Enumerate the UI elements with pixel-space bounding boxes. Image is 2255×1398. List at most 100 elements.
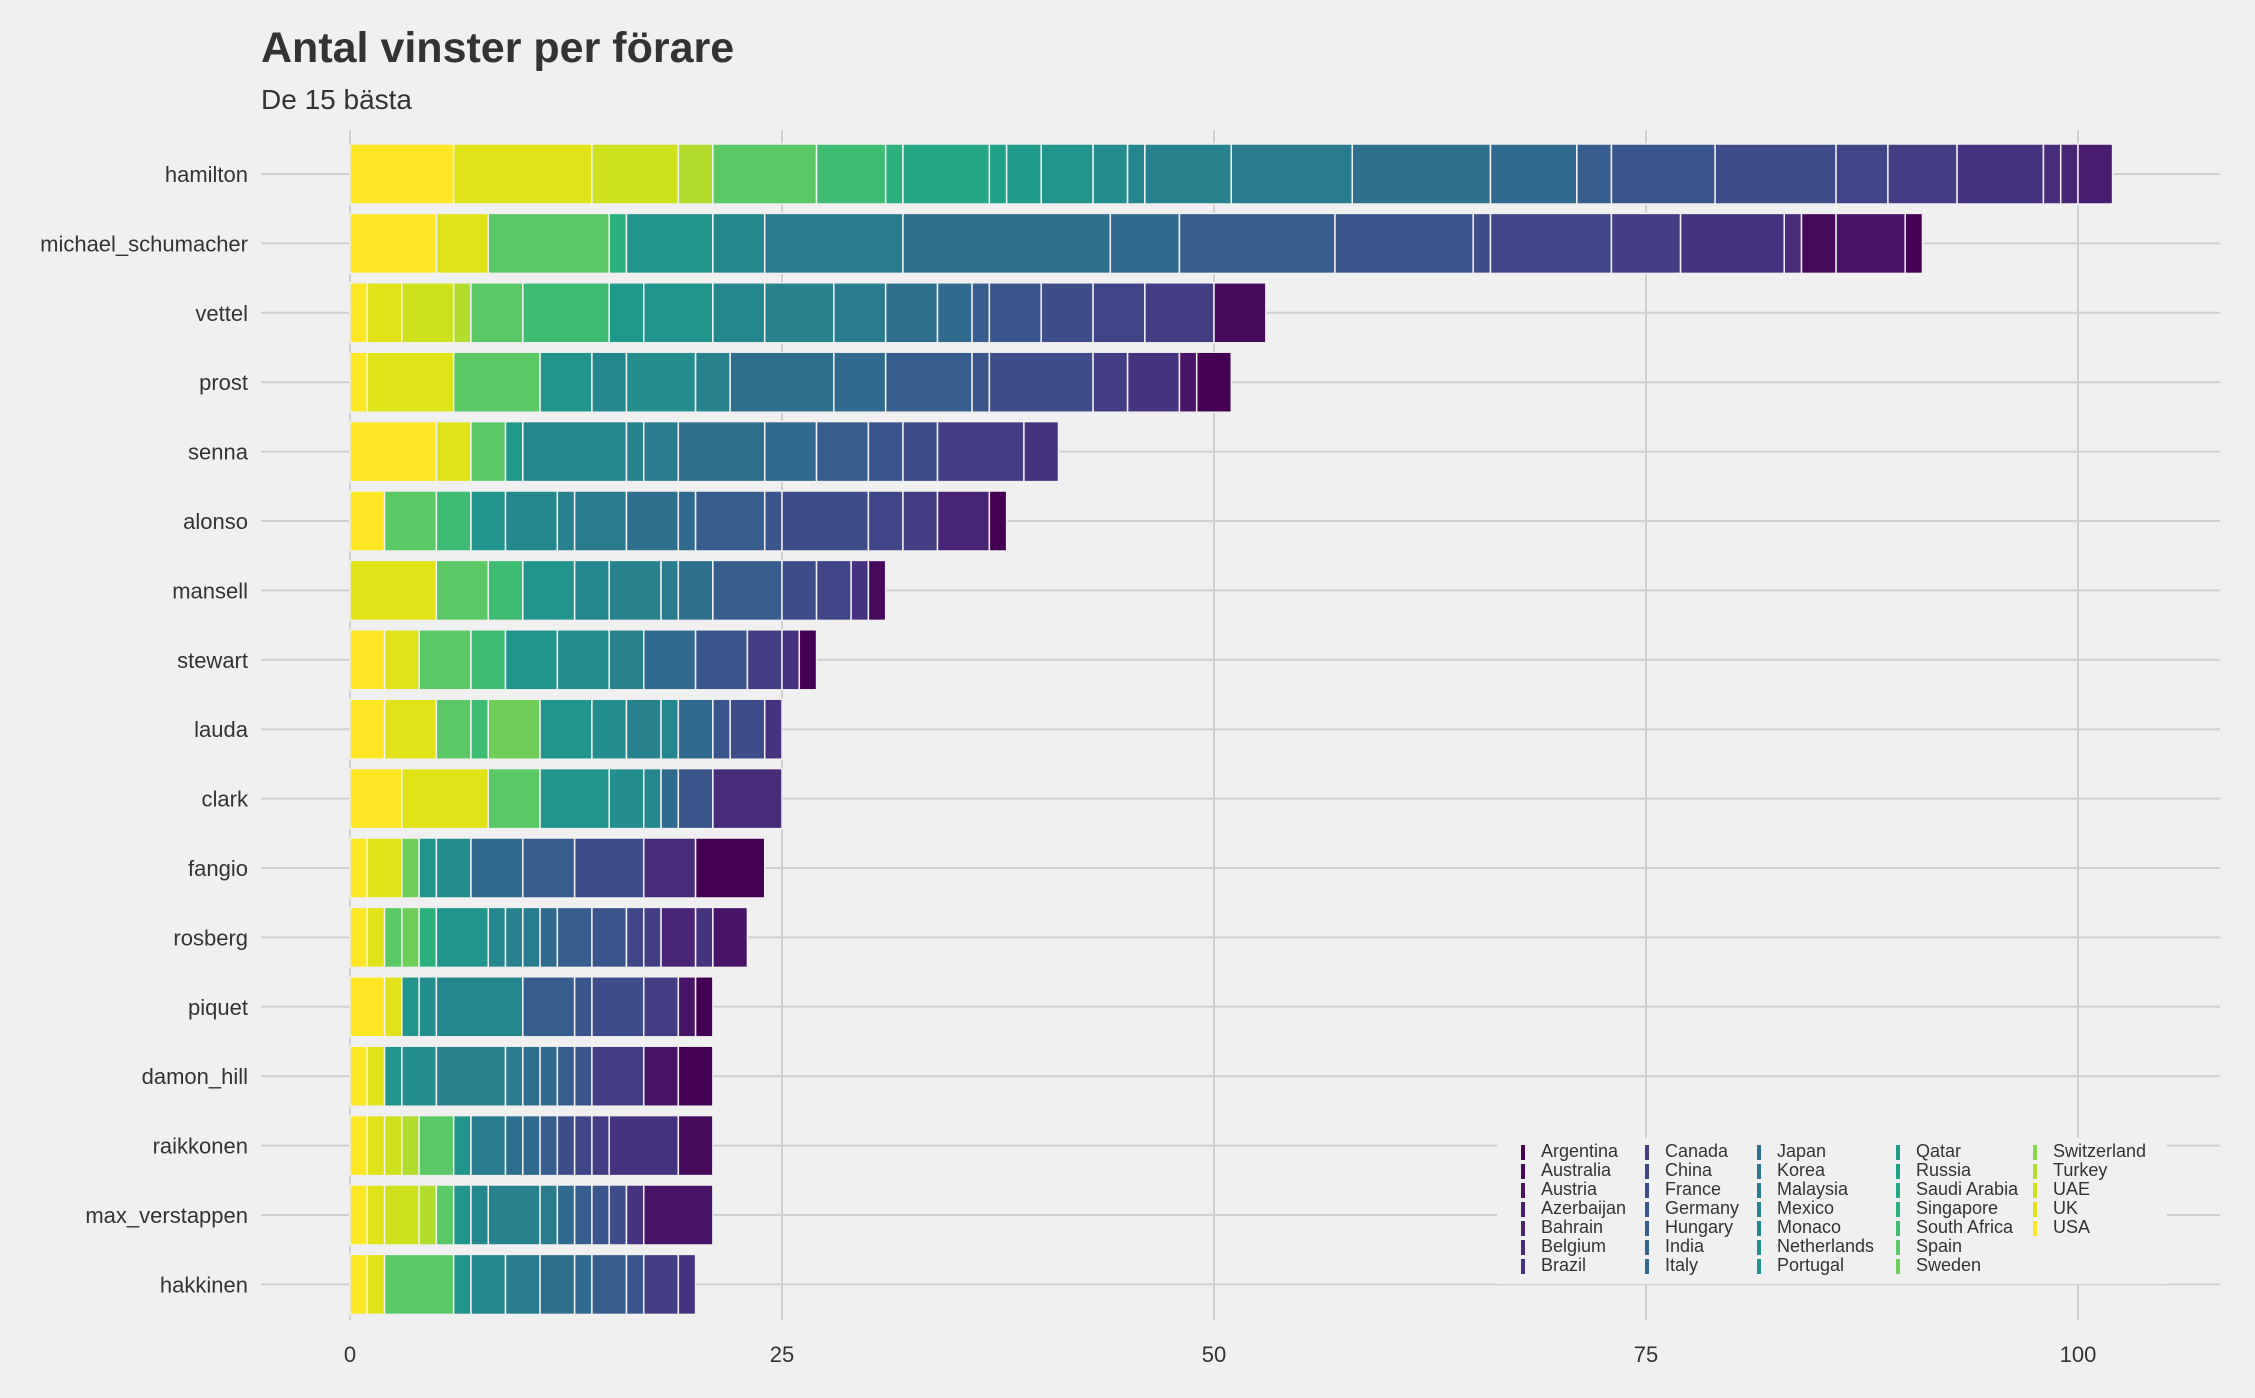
bar-segment [902,420,939,483]
bar-segment [936,282,973,344]
bar-segment [470,1114,507,1177]
bar-segment [383,1184,420,1246]
bar-segment [383,976,403,1038]
bar-segment [470,1184,489,1246]
bar-segment [1195,351,1233,413]
legend-label: Qatar [1916,1141,1962,1161]
legend-key [1757,1183,1761,1198]
legend-label: Belgium [1541,1236,1607,1256]
bar-segment [729,351,835,413]
bar-segment [625,351,697,413]
legend-label: Germany [1665,1198,1740,1218]
bar-segment [349,906,369,969]
legend-label: France [1665,1179,1722,1199]
legend-label: Portugal [1777,1255,1845,1275]
bar-segment [1126,143,1146,205]
bar-segment [677,420,766,483]
bar-segment [884,282,939,344]
bar-segment [1126,351,1181,413]
bar-segment [694,490,766,552]
bar-segment [435,906,489,969]
bar-segment [608,559,662,622]
bar-segment [625,212,714,275]
bar-segment [349,351,369,413]
bar-segment [573,1045,593,1107]
legend-key [1521,1145,1525,1160]
bar-segment [522,1045,541,1107]
y-tick-label: piquet [188,995,248,1020]
bar-segment [1783,212,1803,275]
bar-segment [591,143,680,205]
bar-segment [729,698,766,760]
bar-segment [349,976,386,1038]
legend-label: UAE [2053,1179,2091,1199]
bar-segment [971,282,991,344]
bar-segment [366,1114,386,1177]
bar-segment [401,837,420,899]
bar-segment [608,767,645,830]
bar-segment [556,1045,576,1107]
x-tick-label: 50 [1202,1342,1226,1367]
bar-segment [1800,212,1837,275]
bar-segment [383,906,403,969]
legend-key [1757,1221,1761,1236]
legend-label: UK [2053,1198,2079,1218]
legend-key [1645,1164,1649,1179]
bar-segment [418,906,438,969]
bar-segment [349,1184,369,1246]
bar-segment [591,351,628,413]
bar-segment [2042,143,2062,205]
bar-segment [815,143,887,205]
y-tick-label: michael_schumacher [40,231,248,256]
legend-label: Argentina [1541,1141,1619,1161]
legend-label: Mexico [1777,1198,1835,1218]
legend-key [1757,1202,1761,1217]
bar-segment [988,490,1008,552]
bar-segment [608,282,645,344]
legend-label: Switzerland [2053,1141,2147,1161]
bar-segment [660,906,697,969]
bar-segment [401,767,489,830]
legend-key [1896,1164,1900,1179]
bar-segment [625,906,645,969]
legend-key [1896,1202,1900,1217]
bar-segment [781,629,801,691]
bar-segment [470,698,489,760]
bar-segment [573,490,628,552]
legend-label: Malaysia [1777,1179,1849,1199]
bar-segment [1334,212,1474,275]
bar-segment [349,490,386,552]
bar-segment [349,629,386,691]
legend-label: Italy [1665,1255,1699,1275]
bar-segment [487,767,541,830]
bar-segment [694,906,714,969]
bar-segment [1351,143,1492,205]
legend-key [1896,1240,1900,1255]
chart-subtitle: De 15 bästa [261,84,412,115]
bar-segment [694,351,731,413]
bar-segment [504,1045,524,1107]
legend-label: Austria [1541,1179,1598,1199]
bar-segment [591,906,628,969]
bar-segment [452,1114,472,1177]
bar-segment [608,1184,628,1246]
bar-segment [470,629,507,691]
legend-key [1521,1221,1525,1236]
bar-segment [487,1184,541,1246]
bar-segment [522,559,576,622]
legend-key [2033,1145,2037,1160]
legend-label: Spain [1916,1236,1963,1256]
bar-segment [712,143,818,205]
bar-segment [1835,143,1889,205]
bar-segment [694,976,714,1038]
legend-key [2033,1221,2037,1236]
bar-segment [643,1253,680,1316]
bar-segment [1489,143,1578,205]
legend-key [1645,1183,1649,1198]
bar-segment [418,1184,438,1246]
legend-key [1521,1259,1525,1274]
bar-segment [798,629,818,691]
legend-key [1521,1240,1525,1255]
bar-segment [349,767,403,830]
bar-segment [1714,143,1837,205]
